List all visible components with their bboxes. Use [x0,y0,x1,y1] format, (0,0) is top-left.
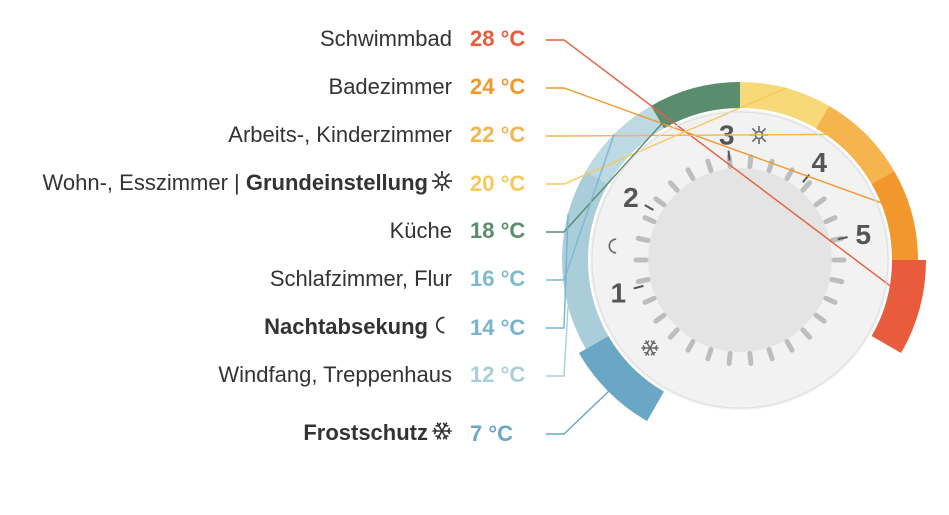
dial-number-2: 2 [623,182,639,213]
dial-number-4: 4 [812,147,828,178]
moon-icon [605,237,625,257]
snow-icon [641,339,661,359]
sun-icon [750,126,770,146]
dial-number-5: 5 [855,219,871,250]
dial-svg: 12345 [0,0,949,515]
dial-number-1: 1 [611,278,627,309]
leader-frost [546,392,608,434]
